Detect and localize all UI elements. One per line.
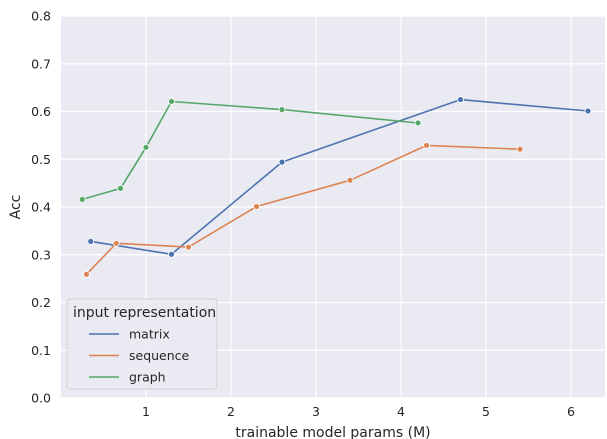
y-tick-label: 0.8: [31, 9, 51, 24]
y-tick-label: 0.3: [31, 247, 51, 262]
y-tick-label: 0.4: [31, 200, 51, 215]
legend-label-matrix: matrix: [129, 327, 170, 342]
x-tick-label: 1: [142, 404, 150, 419]
series-line-graph: [82, 100, 419, 201]
y-tick-label: 0.5: [31, 152, 51, 167]
y-tick-label: 0.7: [31, 56, 51, 71]
data-point-graph: [278, 106, 286, 113]
data-point-matrix: [457, 96, 464, 103]
x-axis-label: trainable model params (M): [235, 425, 430, 439]
x-tick-label: 3: [312, 404, 320, 419]
tick-labels: 1 2 3 4 5 6 0.0 0.1 0.2 0.3 0.4 0.5 0.6 0.7 0.8: [31, 9, 575, 420]
data-point-sequence: [346, 176, 354, 184]
data-point-graph: [117, 184, 124, 192]
data-point-matrix: [168, 250, 175, 258]
data-point-sequence: [423, 142, 430, 149]
data-point-matrix: [278, 158, 286, 166]
data-point-graph: [78, 195, 86, 203]
data-point-sequence: [185, 243, 192, 251]
data-point-graph: [142, 143, 150, 151]
x-tick-label: 4: [397, 404, 405, 419]
y-tick-label: 0.6: [31, 104, 51, 119]
y-tick-label: 0.2: [31, 295, 51, 310]
data-point-graph: [168, 98, 175, 105]
legend-label-graph: graph: [129, 370, 166, 385]
legend-box: [66, 298, 218, 390]
y-axis-label: Acc: [8, 195, 24, 220]
data-point-sequence: [112, 239, 120, 247]
x-tick-label: 5: [482, 404, 490, 419]
data-point-sequence: [83, 270, 90, 278]
data-point-graph: [414, 119, 422, 127]
y-tick-label: 0.1: [31, 343, 51, 358]
legend-label-sequence: sequence: [129, 348, 190, 363]
data-point-sequence: [516, 145, 524, 153]
x-tick-label: 6: [567, 404, 575, 419]
series-lines: [78, 96, 592, 278]
data-point-matrix: [87, 237, 95, 245]
y-tick-label: 0.0: [31, 391, 51, 406]
data-point-matrix: [584, 107, 592, 115]
legend-title: input representation: [73, 305, 216, 321]
data-point-sequence: [253, 203, 260, 210]
legend: input representation matrix sequence graph: [66, 298, 218, 390]
x-tick-label: 2: [227, 404, 235, 419]
